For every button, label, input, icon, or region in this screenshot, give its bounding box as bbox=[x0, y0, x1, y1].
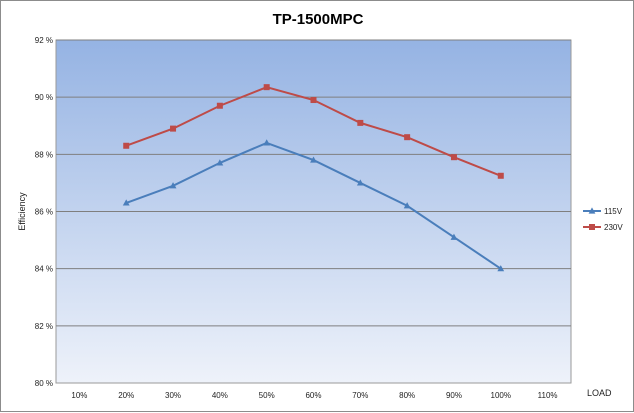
x-tick-label: 90% bbox=[446, 391, 462, 400]
data-point bbox=[169, 182, 177, 189]
legend-marker bbox=[588, 207, 596, 214]
data-point bbox=[356, 179, 364, 186]
legend-marker bbox=[589, 224, 595, 230]
data-point bbox=[404, 134, 411, 141]
data-point bbox=[357, 119, 364, 126]
y-tick-label: 86 % bbox=[35, 208, 53, 217]
x-tick-label: 80% bbox=[399, 391, 415, 400]
y-tick-label: 88 % bbox=[35, 150, 53, 159]
data-point bbox=[450, 233, 458, 240]
data-point bbox=[216, 159, 224, 166]
x-tick-label: 40% bbox=[212, 391, 228, 400]
legend: 115V 230V bbox=[583, 207, 623, 232]
legend-item: 115V bbox=[583, 207, 623, 216]
x-tick-label: 20% bbox=[118, 391, 134, 400]
legend-label: 230V bbox=[604, 223, 623, 232]
data-point bbox=[403, 202, 411, 209]
y-tick-label: 82 % bbox=[35, 322, 53, 331]
data-point bbox=[263, 139, 271, 146]
y-axis-ticks: 80 % 82 % 84 % 86 % 88 % 90 % 92 % bbox=[35, 36, 53, 388]
data-point bbox=[497, 172, 504, 179]
data-point bbox=[450, 154, 457, 161]
chart-title: TP-1500MPC bbox=[273, 11, 364, 28]
series-115V bbox=[122, 139, 505, 272]
x-axis-title: LOAD bbox=[587, 388, 612, 398]
data-point bbox=[310, 97, 317, 104]
legend-label: 115V bbox=[604, 207, 623, 216]
y-tick-label: 84 % bbox=[35, 265, 53, 274]
data-point bbox=[310, 156, 317, 163]
y-tick-label: 80 % bbox=[35, 379, 53, 388]
y-axis-title: Efficiency bbox=[17, 192, 27, 231]
legend-item: 230V bbox=[583, 223, 623, 232]
x-tick-label: 100% bbox=[491, 391, 511, 400]
x-tick-label: 50% bbox=[259, 391, 275, 400]
x-tick-label: 70% bbox=[352, 391, 368, 400]
data-point bbox=[216, 102, 223, 109]
series-layer bbox=[122, 84, 505, 272]
data-point bbox=[497, 265, 505, 272]
data-point bbox=[123, 142, 130, 149]
data-point bbox=[263, 84, 270, 91]
y-tick-label: 90 % bbox=[35, 93, 53, 102]
x-tick-label: 10% bbox=[71, 391, 87, 400]
x-tick-label: 110% bbox=[538, 391, 558, 400]
x-axis-ticks: 10% 20% 30% 40% 50% 60% 70% 80% 90% 100% 110% bbox=[71, 391, 557, 400]
series-230V bbox=[123, 84, 504, 179]
data-point bbox=[170, 125, 177, 132]
data-point bbox=[122, 199, 130, 206]
y-tick-label: 92 % bbox=[35, 36, 53, 45]
x-tick-label: 30% bbox=[165, 391, 181, 400]
x-tick-label: 60% bbox=[305, 391, 321, 400]
